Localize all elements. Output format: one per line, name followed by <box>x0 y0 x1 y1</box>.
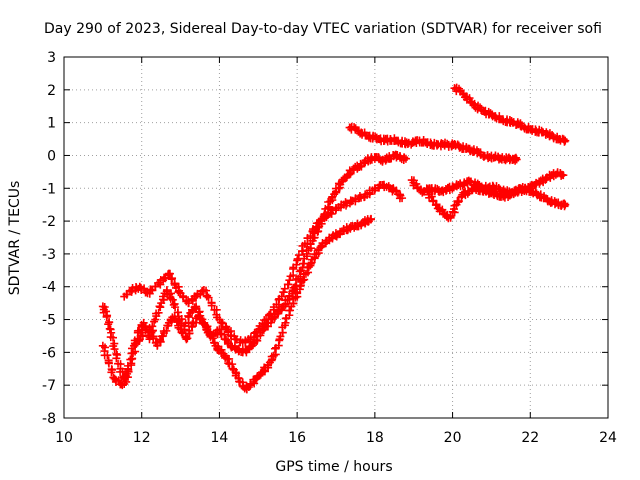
data-point <box>561 136 570 145</box>
data-point <box>285 276 294 285</box>
data-point <box>366 215 375 224</box>
data-point <box>465 94 474 103</box>
data-point <box>398 194 407 203</box>
data-point <box>102 312 111 321</box>
data-point <box>264 311 273 320</box>
data-point <box>438 205 447 214</box>
data-point <box>126 355 135 364</box>
data-point <box>204 293 213 302</box>
x-tick-label: 12 <box>133 430 151 446</box>
data-point <box>123 361 132 370</box>
data-point <box>103 351 112 360</box>
data-point <box>280 284 289 293</box>
data-point <box>296 282 305 291</box>
y-tick-label: -5 <box>42 313 56 329</box>
series-track-g <box>423 182 570 223</box>
y-tick-label: -8 <box>42 411 56 427</box>
data-point <box>149 334 158 343</box>
data-point <box>264 315 273 324</box>
data-point <box>190 303 199 312</box>
data-point <box>306 232 315 241</box>
data-point <box>109 333 118 342</box>
x-tick-label: 14 <box>211 430 229 446</box>
x-tick-label: 20 <box>444 430 462 446</box>
data-point <box>224 359 233 368</box>
data-points <box>98 83 570 394</box>
data-point <box>299 259 308 268</box>
x-tick-label: 16 <box>288 430 306 446</box>
data-point <box>208 334 217 343</box>
series-track-e <box>450 83 570 146</box>
x-axis-title: GPS time / hours <box>275 459 392 475</box>
data-point <box>110 345 119 354</box>
data-point <box>177 328 186 337</box>
data-point <box>168 295 177 304</box>
y-axis-title: SDTVAR / TECUs <box>7 181 23 296</box>
y-tick-label: -7 <box>42 378 56 394</box>
data-point <box>386 135 395 144</box>
data-point <box>561 200 570 209</box>
chart-title: Day 290 of 2023, Sidereal Day-to-day VTE… <box>44 21 602 37</box>
y-tick-label: 2 <box>47 83 56 99</box>
data-point <box>207 301 216 310</box>
data-point <box>217 318 226 327</box>
data-point <box>216 329 225 338</box>
x-tick-label: 24 <box>599 430 617 446</box>
data-point <box>204 327 213 336</box>
data-point <box>427 192 436 201</box>
y-tick-label: 1 <box>47 116 56 132</box>
data-point <box>306 259 315 268</box>
data-point <box>188 319 197 328</box>
data-point <box>104 359 113 368</box>
series-track-b <box>98 214 375 394</box>
data-point <box>454 197 463 206</box>
data-point <box>104 320 113 329</box>
data-point <box>512 155 521 164</box>
y-tick-label: -3 <box>42 247 56 263</box>
y-tick-label: 3 <box>47 50 56 66</box>
data-point <box>559 199 568 208</box>
data-point <box>510 154 519 163</box>
data-point <box>165 269 174 278</box>
data-point <box>162 326 171 335</box>
data-point <box>317 242 326 251</box>
data-point <box>121 371 130 380</box>
data-point <box>559 171 568 180</box>
series-track-d <box>345 122 521 165</box>
data-point <box>182 335 191 344</box>
data-point <box>183 334 192 343</box>
y-tick-label: -2 <box>42 214 56 230</box>
x-tick-label: 10 <box>55 430 73 446</box>
data-point <box>284 280 293 289</box>
data-point <box>277 292 286 301</box>
y-tick-label: -6 <box>42 345 56 361</box>
data-point <box>446 212 455 221</box>
data-point <box>559 135 568 144</box>
series-track-c <box>120 180 407 347</box>
data-point <box>401 154 410 163</box>
plot-frame <box>63 56 609 419</box>
y-tick-label: 0 <box>47 148 56 164</box>
series-track-a <box>98 150 410 386</box>
data-point <box>154 308 163 317</box>
x-tick-label: 22 <box>521 430 539 446</box>
series-track-f <box>407 168 568 199</box>
data-point <box>542 175 551 184</box>
data-point <box>107 368 116 377</box>
data-point <box>285 306 294 315</box>
data-point <box>112 354 121 363</box>
data-point <box>293 254 302 263</box>
x-tick-label: 18 <box>366 430 384 446</box>
y-tick-label: -1 <box>42 181 56 197</box>
data-point <box>167 275 176 284</box>
grid-lines <box>64 57 608 418</box>
y-tick-label: -4 <box>42 280 56 296</box>
data-point <box>171 303 180 312</box>
data-point <box>292 260 301 269</box>
